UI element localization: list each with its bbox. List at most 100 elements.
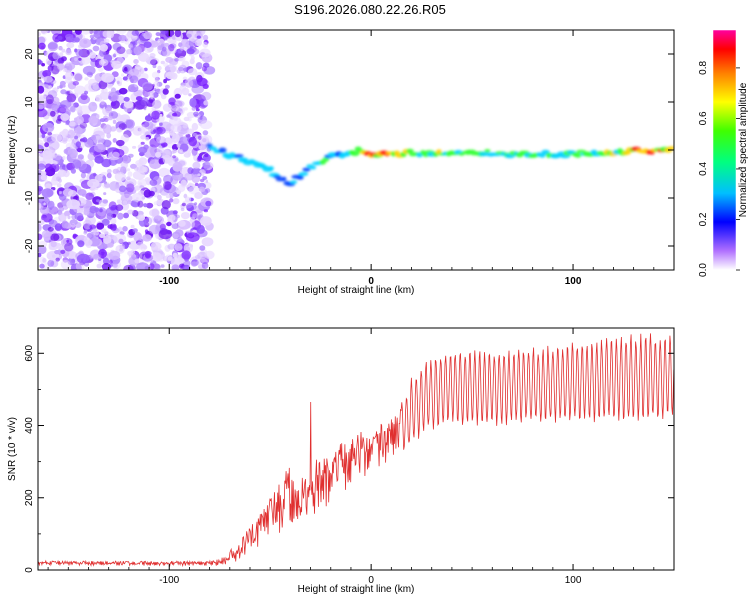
noise-speck xyxy=(99,233,106,238)
noise-speck xyxy=(66,199,81,210)
noise-speck xyxy=(134,83,138,88)
noise-speck xyxy=(203,100,209,106)
noise-speck xyxy=(57,63,65,71)
noise-speck xyxy=(134,258,140,264)
noise-speck xyxy=(45,183,52,190)
noise-speck xyxy=(139,97,150,107)
noise-speck xyxy=(202,161,211,169)
noise-speck xyxy=(188,186,200,195)
noise-speck xyxy=(122,76,128,81)
noise-speck xyxy=(57,169,67,177)
noise-speck xyxy=(39,206,51,215)
noise-speck xyxy=(128,43,134,49)
noise-speck xyxy=(146,202,154,209)
noise-speck xyxy=(47,232,52,237)
noise-speck xyxy=(132,170,146,180)
noise-speck xyxy=(106,253,114,259)
noise-speck xyxy=(202,41,209,48)
ridge-core xyxy=(208,146,217,151)
noise-speck xyxy=(130,200,138,207)
frequency-ridge xyxy=(206,143,674,187)
noise-speck xyxy=(38,186,43,192)
noise-speck xyxy=(47,259,55,267)
noise-speck xyxy=(181,60,190,68)
noise-speck xyxy=(121,117,127,123)
noise-speck xyxy=(87,178,100,188)
noise-speck xyxy=(39,263,45,269)
noise-speck xyxy=(76,253,91,264)
noise-speck xyxy=(75,126,83,136)
noise-speck xyxy=(129,68,140,77)
noise-speck xyxy=(188,93,192,97)
noise-speck xyxy=(189,97,197,108)
ridge-core xyxy=(273,175,282,179)
y-tick-label: -20 xyxy=(24,238,35,253)
noise-speck xyxy=(127,171,133,177)
noise-speck xyxy=(81,30,91,35)
noise-speck xyxy=(103,235,112,245)
x-tick-label: -100 xyxy=(159,276,179,287)
y-tick-label: -10 xyxy=(24,190,35,205)
noise-speck xyxy=(194,202,198,206)
noise-speck xyxy=(83,229,88,234)
noise-speck xyxy=(159,223,167,230)
noise-speck xyxy=(178,56,186,62)
noise-speck xyxy=(123,100,134,109)
noise-speck xyxy=(101,228,107,233)
noise-speck xyxy=(60,113,70,121)
noise-speck xyxy=(82,193,87,197)
ridge-core xyxy=(302,167,311,172)
noise-speck xyxy=(133,59,139,64)
noise-speck xyxy=(103,38,110,44)
noise-speck xyxy=(66,101,75,112)
y-axis-label-bottom: SNR (10 * v/v) xyxy=(7,417,18,481)
colorbar-tick-label: 0.4 xyxy=(698,162,709,176)
noise-speck xyxy=(40,30,48,35)
noise-speck xyxy=(133,46,142,56)
noise-speck xyxy=(183,116,190,122)
noise-speck xyxy=(72,81,80,86)
noise-speck xyxy=(163,62,169,67)
noise-speck xyxy=(199,48,211,58)
noise-speck xyxy=(163,36,168,41)
noise-speck xyxy=(62,84,66,88)
noise-speck xyxy=(103,192,107,196)
noise-speck xyxy=(128,153,134,158)
noise-speck xyxy=(66,239,70,243)
noise-speck xyxy=(38,85,45,94)
noise-speck xyxy=(138,146,148,154)
noise-speck xyxy=(57,35,63,41)
noise-speck xyxy=(47,41,59,52)
y-axis-ticks-top: -20 -10 0 10 20 xyxy=(24,29,674,271)
noise-speck xyxy=(198,186,206,193)
noise-speck xyxy=(78,55,91,65)
noise-speck xyxy=(199,120,213,130)
noise-speck xyxy=(190,216,196,223)
noise-speck xyxy=(91,207,96,212)
noise-speck xyxy=(204,153,209,158)
noise-speck xyxy=(123,96,130,102)
noise-speck xyxy=(184,78,194,88)
noise-speck xyxy=(40,170,47,176)
noise-speck xyxy=(165,71,176,80)
noise-speck xyxy=(202,83,209,89)
colorbar: 0.0 0.2 0.4 0.6 0.8 Normalized spectral ampl… xyxy=(698,29,749,277)
noise-speck xyxy=(195,62,203,70)
noise-speck xyxy=(172,210,178,215)
noise-speck xyxy=(70,37,78,43)
noise-speck xyxy=(187,185,194,192)
snr-panel: -100 0 100 0 200 400 600 Height of straight l… xyxy=(7,327,675,595)
noise-speck xyxy=(145,136,150,141)
noise-speck xyxy=(201,65,207,72)
noise-speck xyxy=(72,159,82,169)
noise-speck xyxy=(152,100,162,109)
noise-speck xyxy=(41,133,46,139)
noise-speck xyxy=(140,134,146,140)
noise-speck xyxy=(191,106,196,111)
noise-speck xyxy=(50,241,57,248)
noise-speck xyxy=(38,223,42,232)
noise-speck xyxy=(199,245,206,251)
noise-speck xyxy=(41,62,45,67)
noise-speck xyxy=(52,61,59,66)
noise-speck xyxy=(187,167,194,175)
